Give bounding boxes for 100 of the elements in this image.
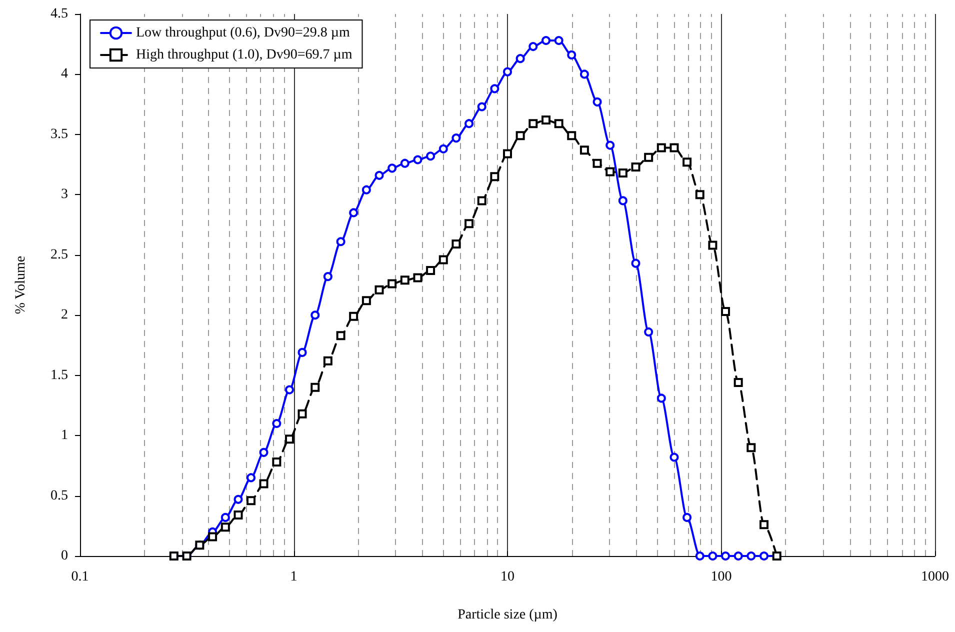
- point: [516, 54, 525, 64]
- point: [349, 312, 358, 321]
- point: [336, 331, 346, 340]
- point: [592, 158, 602, 168]
- point: [362, 185, 371, 194]
- point: [721, 307, 730, 316]
- point: [220, 512, 230, 522]
- point: [220, 522, 230, 532]
- y-tick-label: 0.5: [50, 488, 68, 504]
- point: [400, 276, 410, 285]
- point: [606, 167, 615, 176]
- point: [323, 356, 332, 366]
- point: [618, 168, 628, 178]
- point: [400, 158, 410, 168]
- y-tick-label: 2: [61, 308, 68, 323]
- point: [490, 172, 500, 182]
- y-tick-label: 2.5: [50, 247, 68, 262]
- y-tick-label: 3: [61, 187, 68, 202]
- point: [631, 258, 640, 268]
- point: [298, 409, 307, 418]
- legend-label: Low throughput (0.6), Dv90=29.8 µm: [136, 26, 350, 40]
- point: [567, 50, 576, 60]
- y-axis-title: % Volume: [14, 256, 28, 314]
- point: [284, 434, 294, 444]
- point: [413, 155, 422, 164]
- x-tick-label: 1: [290, 570, 298, 584]
- point: [618, 196, 628, 206]
- y-tick-label: 1: [61, 428, 68, 444]
- point: [452, 240, 461, 249]
- point: [760, 520, 769, 530]
- point: [554, 119, 564, 128]
- point: [695, 190, 704, 200]
- point: [477, 102, 486, 112]
- point: [464, 119, 474, 128]
- point: [734, 378, 743, 388]
- point: [528, 42, 538, 52]
- point: [208, 532, 218, 542]
- point: [580, 146, 589, 155]
- point: [670, 143, 679, 152]
- y-tick-label: 1.5: [50, 368, 68, 383]
- point: [592, 97, 602, 106]
- point: [259, 448, 268, 457]
- point: [477, 196, 486, 206]
- point: [426, 152, 436, 161]
- point: [708, 240, 718, 250]
- point: [438, 144, 448, 154]
- point: [734, 552, 743, 560]
- point: [336, 237, 346, 246]
- point: [272, 419, 282, 428]
- point: [374, 170, 384, 180]
- point: [682, 512, 692, 522]
- x-tick-label: 1000: [921, 570, 949, 584]
- point: [746, 552, 756, 560]
- point: [452, 134, 461, 143]
- point: [554, 36, 564, 45]
- point: [246, 473, 256, 482]
- point: [490, 84, 500, 94]
- point: [567, 131, 576, 140]
- point: [746, 443, 756, 452]
- point: [438, 255, 448, 264]
- point: [298, 348, 307, 357]
- point: [503, 67, 512, 76]
- point: [284, 385, 294, 394]
- y-tick-label: 4.5: [50, 6, 68, 22]
- point: [631, 162, 640, 172]
- point: [426, 266, 436, 276]
- point: [542, 36, 550, 45]
- y-tick-label: 0: [61, 548, 68, 564]
- point: [234, 510, 243, 520]
- point: [503, 149, 512, 158]
- x-tick-label: 100: [710, 570, 732, 584]
- point: [656, 394, 666, 403]
- point: [323, 272, 332, 282]
- point: [644, 327, 654, 336]
- point: [259, 479, 268, 488]
- point: [528, 119, 538, 128]
- x-tick-label: 10: [500, 570, 514, 584]
- x-tick-label: 0.1: [71, 570, 89, 584]
- y-tick-label: 4: [61, 66, 68, 82]
- point: [580, 70, 589, 79]
- point: [272, 458, 282, 467]
- point: [413, 273, 422, 282]
- point: [374, 285, 384, 294]
- point: [310, 382, 320, 392]
- point: [516, 131, 525, 140]
- point: [388, 164, 397, 173]
- x-axis-title: Particle size (µm): [458, 608, 558, 622]
- point: [670, 452, 679, 462]
- legend-label: High throughput (1.0), Dv90=69.7 µm: [136, 48, 352, 62]
- point: [760, 552, 769, 560]
- point: [388, 279, 397, 288]
- point: [606, 140, 615, 150]
- point: [246, 496, 256, 506]
- point: [310, 310, 320, 320]
- point: [708, 552, 718, 560]
- point: [644, 152, 654, 162]
- point: [656, 143, 666, 152]
- point: [234, 494, 243, 504]
- point: [349, 208, 358, 218]
- point: [695, 552, 704, 560]
